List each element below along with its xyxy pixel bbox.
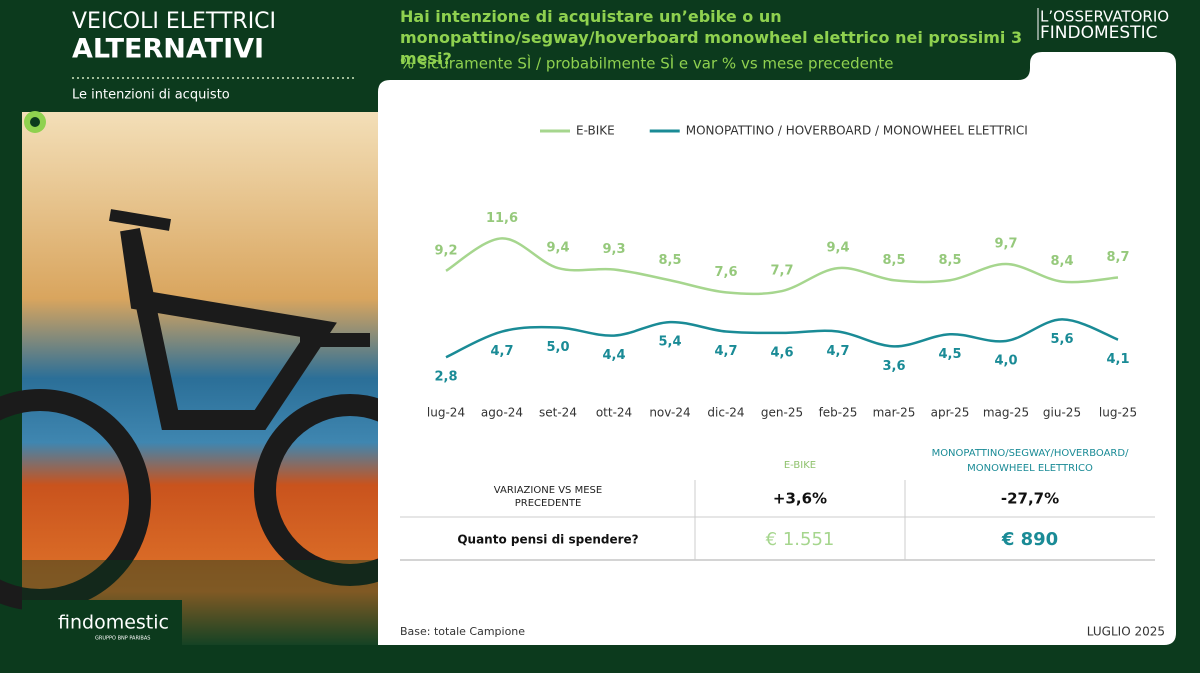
- data-label: 8,7: [1106, 250, 1129, 265]
- data-label: 9,7: [994, 237, 1017, 252]
- x-tick-label: mag-25: [983, 406, 1029, 420]
- icon: [30, 117, 40, 127]
- data-label: 4,7: [490, 344, 513, 359]
- data-label: 4,5: [938, 347, 961, 362]
- date: LUGLIO 2025: [1087, 625, 1165, 639]
- data-label: 7,7: [770, 264, 793, 279]
- slide-title: ALTERNATIVI: [72, 34, 264, 65]
- x-tick-label: apr-25: [931, 406, 970, 420]
- data-label: 8,5: [882, 253, 905, 268]
- brand-top: L’OSSERVATORIO: [1040, 8, 1169, 26]
- table-cell: -27,7%: [1001, 490, 1059, 508]
- data-label: 4,7: [826, 344, 849, 359]
- slide-title: VEICOLI ELETTRICI: [72, 9, 276, 34]
- data-label: 8,5: [658, 253, 681, 268]
- table-row-label: VARIAZIONE VS MESE PRECEDENTE: [493, 485, 603, 509]
- chart-subtitle: % sicuramente SÌ / probabilmente SÌ e va…: [400, 54, 893, 73]
- data-label: 8,4: [1050, 254, 1073, 269]
- data-label: 8,5: [938, 253, 961, 268]
- logo-box: [22, 600, 182, 650]
- x-tick-label: ago-24: [481, 406, 523, 420]
- chart-title: Hai intenzione di acquistare un’ebike o …: [400, 7, 1023, 68]
- data-label: 4,4: [602, 348, 625, 363]
- line: [445, 318, 1119, 359]
- x-tick-label: lug-25: [1099, 406, 1137, 420]
- x-tick-label: ott-24: [596, 406, 632, 420]
- x-tick-label: feb-25: [819, 406, 858, 420]
- table-cell: +3,6%: [773, 490, 827, 508]
- data-label: 9,4: [546, 241, 569, 256]
- x-tick-label: nov-24: [649, 406, 690, 420]
- legend-label: E-BIKE: [576, 124, 615, 138]
- table-row-label: Quanto pensi di spendere?: [457, 533, 638, 547]
- data-label: 9,3: [602, 242, 625, 257]
- logo-group: GRUPPO BNP PARIBAS: [95, 636, 150, 642]
- data-label: 5,4: [658, 335, 681, 350]
- line: [445, 237, 1119, 296]
- data-label: 4,6: [770, 345, 793, 360]
- footnote: Base: totale Campione: [400, 625, 525, 638]
- data-label: 4,0: [994, 354, 1017, 369]
- table-header: E-BIKE: [783, 460, 817, 471]
- data-label: 4,7: [714, 344, 737, 359]
- table-header: MONOPATTINO/SEGWAY/HOVERBOARD/ MONOWHEEL…: [931, 448, 1129, 474]
- x-tick-label: mar-25: [873, 406, 916, 420]
- photo: [22, 112, 378, 645]
- data-label: 2,8: [434, 370, 457, 385]
- x-tick-label: set-24: [539, 406, 577, 420]
- x-tick-label: giu-25: [1043, 406, 1081, 420]
- data-label: 7,6: [714, 265, 737, 280]
- logo: findomestic: [58, 612, 169, 634]
- table-cell: € 1.551: [766, 529, 835, 550]
- data-label: 9,2: [434, 243, 457, 258]
- data-label: 3,6: [882, 359, 905, 374]
- data-label: 5,6: [1050, 332, 1073, 347]
- x-tick-label: dic-24: [707, 406, 744, 420]
- legend-label: MONOPATTINO / HOVERBOARD / MONOWHEEL ELE…: [686, 124, 1028, 138]
- data-label: 4,1: [1106, 352, 1129, 367]
- x-tick-label: gen-25: [761, 406, 803, 420]
- brand-bottom: FINDOMESTIC: [1040, 23, 1157, 43]
- data-label: 11,6: [486, 211, 518, 226]
- x-tick-label: lug-24: [427, 406, 465, 420]
- slide-subtitle: Le intenzioni di acquisto: [72, 88, 230, 103]
- table-cell: € 890: [1001, 529, 1058, 550]
- data-label: 5,0: [546, 340, 569, 355]
- card: [378, 52, 1176, 645]
- data-label: 9,4: [826, 241, 849, 256]
